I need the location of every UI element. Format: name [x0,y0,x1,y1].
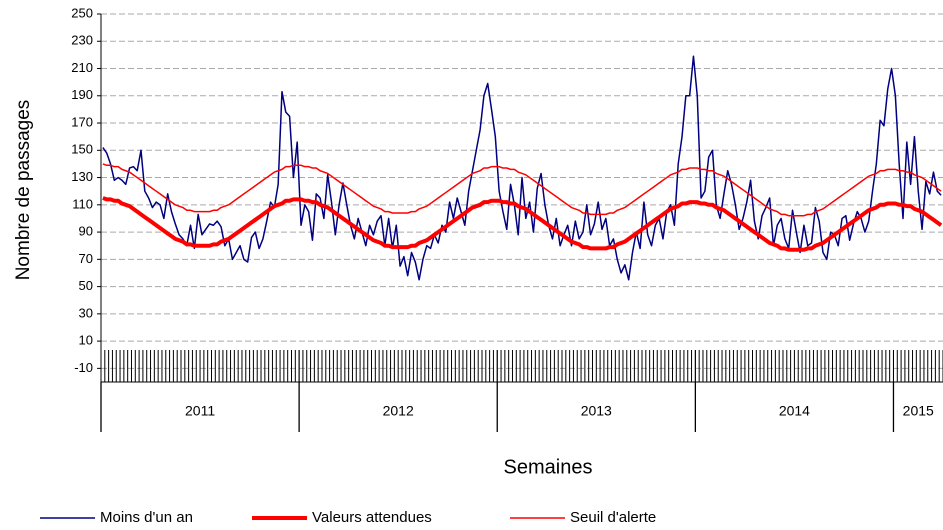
y-tick-label: 250 [71,5,93,20]
y-tick-label: 70 [79,251,93,266]
series-line [102,196,943,252]
y-tick-label: 50 [79,278,93,293]
year-label: 2011 [185,403,215,419]
year-label: 2014 [779,403,810,419]
series-line [102,163,942,217]
year-label: 2015 [903,403,934,419]
y-tick-label: 230 [71,33,93,48]
y-tick-label: 10 [79,333,93,348]
y-tick-label: 170 [71,114,93,129]
x-axis-label: Semaines [504,456,593,478]
legend-label: Valeurs attendues [312,509,432,526]
legend-label: Moins d'un an [100,509,193,526]
legend-label: Seuil d'alerte [570,509,656,526]
y-tick-label: 210 [71,60,93,75]
year-label: 2013 [581,403,612,419]
series-line [102,55,942,281]
y-tick-label: 190 [71,87,93,102]
y-tick-label: -10 [74,360,93,375]
y-tick-label: 30 [79,305,93,320]
y-tick-label: 150 [71,142,93,157]
y-axis-label: Nombre de passages [13,100,34,281]
y-tick-label: 90 [79,224,93,239]
y-tick-label: 110 [72,196,93,211]
year-label: 2012 [383,403,414,419]
y-tick-label: 130 [71,169,93,184]
